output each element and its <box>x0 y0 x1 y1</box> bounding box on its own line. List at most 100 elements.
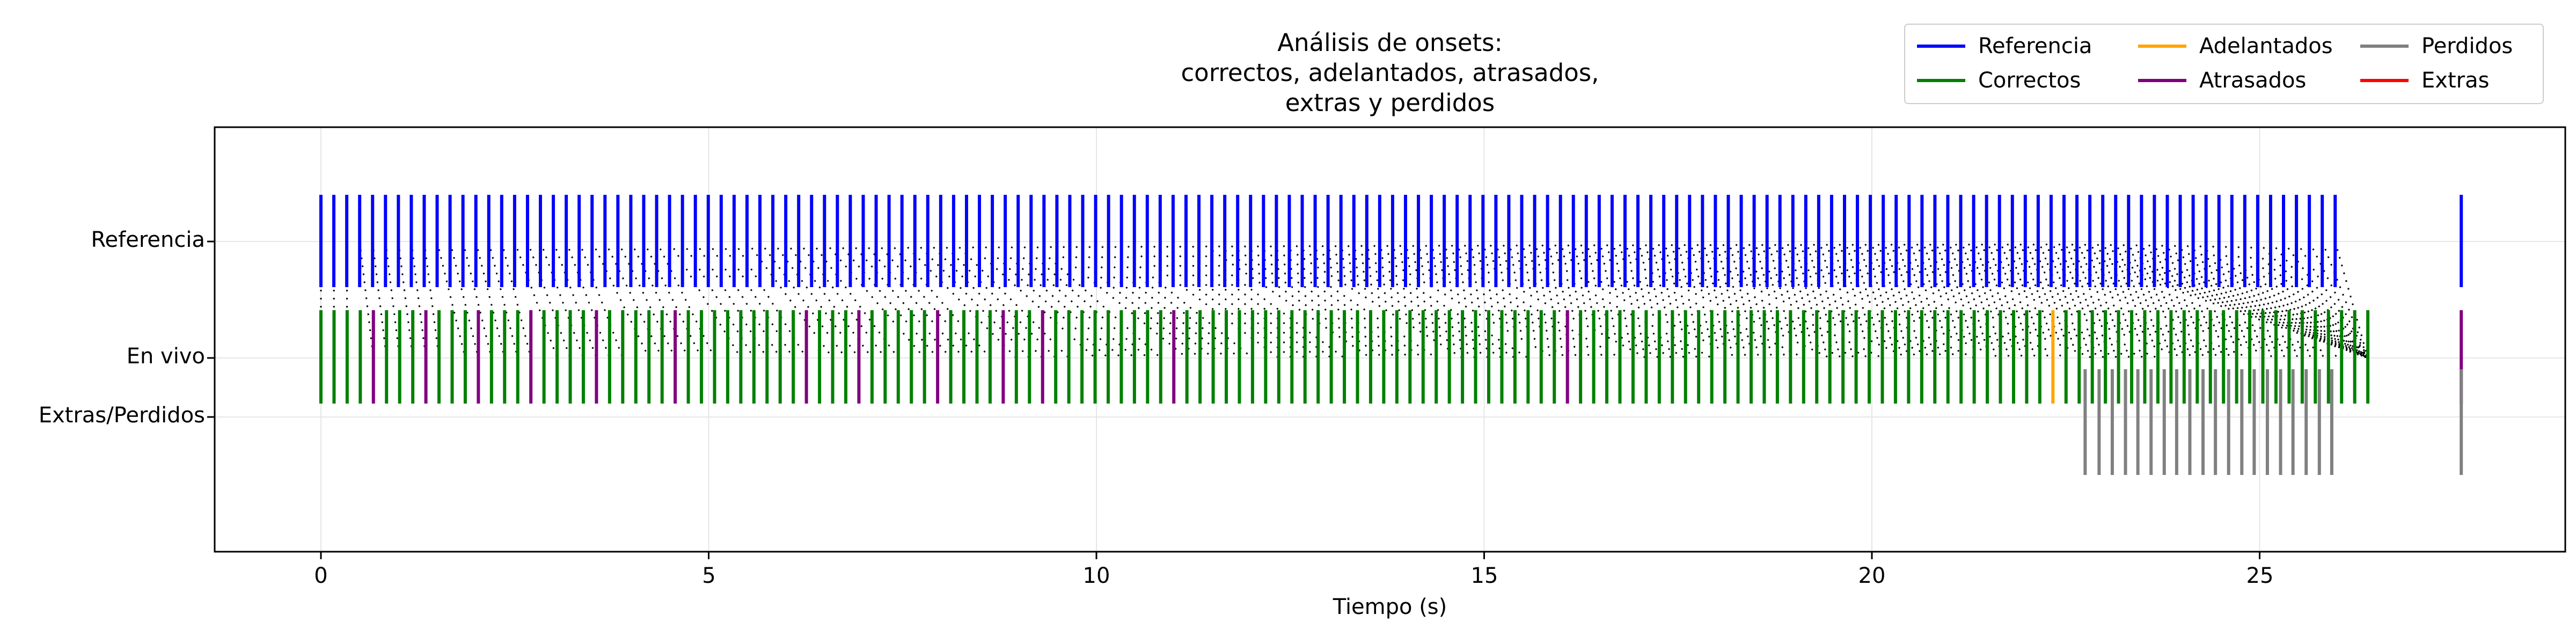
legend-item-extras: Extras <box>2360 68 2489 93</box>
match-line <box>1560 240 1791 359</box>
axes <box>207 126 2566 559</box>
match-line <box>862 241 965 358</box>
legend-swatch-extras <box>2360 79 2409 82</box>
match-line <box>1947 240 2250 359</box>
match-line <box>1805 240 2093 359</box>
match-line <box>2038 240 2368 359</box>
match-line <box>2154 240 2368 359</box>
match-line <box>371 241 387 358</box>
legend-item-atrasados: Atrasados <box>2138 68 2306 93</box>
match-line <box>1366 240 1568 359</box>
x-tick-label: 10 <box>1082 564 1110 588</box>
match-line <box>837 241 939 358</box>
match-line <box>2192 240 2368 359</box>
match-line <box>2257 240 2369 359</box>
match-line <box>901 240 1017 359</box>
x-tick-label: 5 <box>702 564 716 588</box>
match-line <box>358 241 375 358</box>
x-tick-label: 25 <box>2246 564 2274 588</box>
legend-swatch-adelantados <box>2138 45 2186 48</box>
legend-swatch-atrasados <box>2138 79 2186 82</box>
match-line <box>1818 240 2106 359</box>
match-line <box>1005 240 1135 359</box>
match-line <box>1482 240 1699 359</box>
match-line <box>1431 240 1647 359</box>
match-line <box>1921 240 2224 359</box>
match-line <box>2179 240 2368 359</box>
match-line <box>591 241 650 358</box>
match-line <box>384 241 401 358</box>
match-line <box>1018 240 1148 359</box>
x-tick-label: 0 <box>314 564 328 588</box>
match-line <box>643 241 702 358</box>
match-line <box>927 240 1043 359</box>
match-line <box>1108 240 1253 359</box>
match-line <box>1896 240 2198 359</box>
match-line <box>617 241 676 358</box>
match-line <box>1082 240 1227 359</box>
legend-label-atrasados: Atrasados <box>2199 68 2307 93</box>
x-tick-label: 15 <box>1470 564 1498 588</box>
match-line <box>1405 240 1607 359</box>
match-line <box>514 241 558 358</box>
match-line <box>1457 240 1673 359</box>
match-line <box>1069 240 1214 359</box>
match-line <box>850 241 952 358</box>
match-line <box>1444 240 1660 359</box>
match-line <box>720 241 794 358</box>
match-line <box>824 241 925 358</box>
series-en-vivo <box>319 310 2463 404</box>
match-line <box>2308 241 2369 358</box>
chart-title-line-2: correctos, adelantados, atrasados, <box>1181 58 1599 87</box>
match-line <box>1469 240 1686 359</box>
legend: Referencia Correctos Adelantados Atrasad… <box>1904 24 2544 104</box>
match-line <box>1030 240 1161 359</box>
y-label-extras-perdidos: Extras/Perdidos <box>38 403 205 428</box>
match-line <box>2270 241 2369 358</box>
match-line <box>1767 240 2040 359</box>
match-line <box>669 241 742 358</box>
legend-item-correctos: Correctos <box>1917 68 2081 93</box>
match-line <box>423 241 440 358</box>
match-line <box>1495 240 1713 359</box>
legend-label-perdidos: Perdidos <box>2421 34 2513 58</box>
match-line <box>526 241 571 358</box>
match-line <box>552 241 597 358</box>
legend-swatch-correctos <box>1917 79 1965 82</box>
series-referencia <box>319 195 2463 287</box>
match-line <box>630 241 689 358</box>
y-label-referencia: Referencia <box>91 228 205 252</box>
match-line <box>694 241 768 358</box>
x-axis-label: Tiempo (s) <box>1333 595 1447 619</box>
legend-item-perdidos: Perdidos <box>2360 33 2513 59</box>
match-line <box>1547 240 1778 359</box>
match-line <box>604 241 663 358</box>
match-line <box>1908 240 2211 359</box>
match-line <box>1831 240 2119 359</box>
y-label-en-vivo: En vivo <box>126 344 205 369</box>
match-line <box>656 241 715 358</box>
match-line <box>940 240 1057 359</box>
match-line <box>565 241 611 358</box>
legend-item-adelantados: Adelantados <box>2138 33 2333 59</box>
match-line <box>914 240 1030 359</box>
match-line <box>682 241 755 358</box>
match-line <box>1095 240 1240 359</box>
match-line <box>733 241 807 358</box>
series-extras-perdidos <box>2083 369 2463 475</box>
match-line <box>1870 240 2158 359</box>
match-line <box>888 241 991 358</box>
match-line <box>1379 240 1581 359</box>
chart-title-line-3: extras y perdidos <box>1285 89 1495 117</box>
match-line <box>1934 240 2237 359</box>
grid-lines <box>215 127 2565 552</box>
match-line <box>2167 240 2368 359</box>
match-line <box>1043 240 1188 359</box>
match-line <box>1418 240 1621 359</box>
match-line <box>875 241 978 358</box>
match-line <box>410 241 427 358</box>
match-line <box>1780 240 2053 359</box>
match-line <box>1844 240 2132 359</box>
x-tick-label: 20 <box>1858 564 1886 588</box>
